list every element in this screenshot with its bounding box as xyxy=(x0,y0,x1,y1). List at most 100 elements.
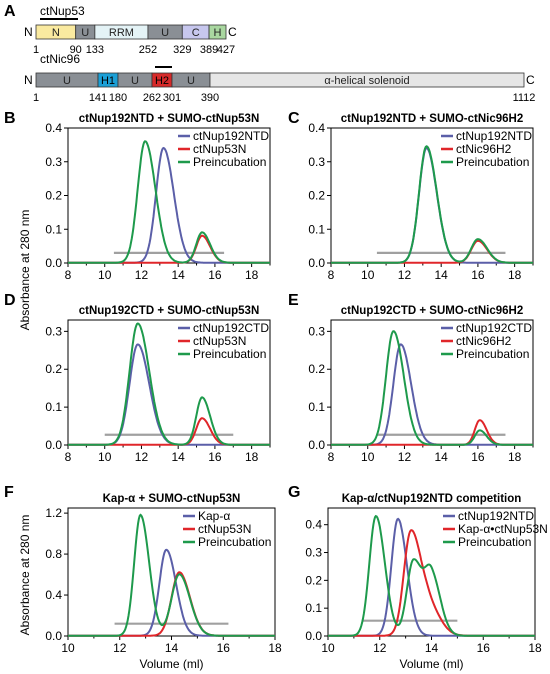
legend-entry: ctNup192CTD xyxy=(456,321,532,335)
x-tick-label: 18 xyxy=(245,268,259,282)
panel-label-c: C xyxy=(288,110,300,127)
x-tick-label: 16 xyxy=(471,268,485,282)
y-tick-label: 0.1 xyxy=(308,222,325,236)
x-tick-label: 14 xyxy=(172,450,186,464)
x-tick-label: 14 xyxy=(165,641,179,655)
ctnic96-n-terminus: N xyxy=(24,73,33,87)
chart-title: ctNup192NTD + SUMO-ctNup53N xyxy=(79,113,260,125)
x-tick-label: 16 xyxy=(471,450,485,464)
x-tick-label: 12 xyxy=(373,641,387,655)
y-tick-label: 0.2 xyxy=(45,189,62,203)
x-tick-label: 12 xyxy=(135,268,149,282)
domain-box--helical-solenoid xyxy=(209,72,525,88)
series-line-ctnic96h2 xyxy=(331,239,533,264)
legend-entry: ctNup53N xyxy=(198,522,251,536)
domain-label: U xyxy=(131,75,139,87)
shared-y-axis-label-bottom: Absorbance at 280 nm xyxy=(18,515,32,636)
panel-label-b: B xyxy=(4,110,16,127)
residue-tick-label: 329 xyxy=(173,44,191,56)
chart-title: ctNup192NTD + SUMO-ctNic96H2 xyxy=(341,113,523,125)
domain-label: U xyxy=(187,75,195,87)
legend-entry: ctNup192NTD xyxy=(193,129,269,143)
x-tick-label: 10 xyxy=(98,268,112,282)
residue-tick-label: 389 xyxy=(200,44,218,56)
y-tick-label: 0.3 xyxy=(308,324,325,338)
residue-tick-label: 1 xyxy=(33,44,39,56)
domain-label: U xyxy=(81,27,89,39)
panel-label-g: G xyxy=(288,484,300,501)
series-line-ctnup53n xyxy=(68,571,275,637)
legend-entry: ctNup192CTD xyxy=(193,321,269,335)
y-tick-label: 0.1 xyxy=(305,601,322,615)
x-tick-label: 16 xyxy=(208,268,222,282)
ctnup53-label: ctNup53 xyxy=(40,4,85,18)
x-tick-label: 12 xyxy=(398,450,412,464)
series-line-ctnic96h2 xyxy=(331,419,533,446)
series-line-preincubation xyxy=(68,513,275,637)
x-tick-label: 16 xyxy=(217,641,231,655)
y-tick-label: 0.2 xyxy=(308,189,325,203)
domain-label: U xyxy=(63,75,71,87)
residue-tick-label: 262 xyxy=(143,92,161,104)
residue-tick-label: 1 xyxy=(33,92,39,104)
series-line-ctnup53n xyxy=(68,234,270,264)
x-tick-label: 16 xyxy=(477,641,491,655)
domain-label: α-helical solenoid xyxy=(324,75,409,87)
domain-label: RRM xyxy=(109,27,134,39)
residue-tick-label: 1112 xyxy=(513,92,536,104)
series-line-preincubation xyxy=(68,140,270,264)
x-tick-label: 10 xyxy=(361,268,375,282)
x-tick-label: 10 xyxy=(361,450,375,464)
y-tick-label: 0.3 xyxy=(308,155,325,169)
series-line-preincubation xyxy=(328,514,535,637)
y-tick-label: 0.3 xyxy=(305,546,322,560)
panel-label-e: E xyxy=(288,292,299,309)
domain-label: H xyxy=(214,27,222,39)
y-tick-label: 0.0 xyxy=(308,256,325,270)
x-tick-label: 18 xyxy=(268,641,282,655)
y-tick-label: 0.4 xyxy=(305,518,322,532)
y-tick-label: 0.4 xyxy=(45,588,62,602)
x-tick-label: 8 xyxy=(65,268,72,282)
y-tick-label: 1.2 xyxy=(45,506,62,520)
x-tick-label: 8 xyxy=(65,450,72,464)
chart-panel-g: G Kap-α/ctNup192NTD competition 10 12 14 16 18… xyxy=(288,484,548,671)
y-tick-label: 0.1 xyxy=(45,222,62,236)
domain-box-h xyxy=(208,24,227,40)
y-tick-label: 0.0 xyxy=(305,629,322,643)
ctnic96-residue-ticks: 1 141 180 262 301 390 1112 xyxy=(33,92,535,104)
y-tick-label: 0.3 xyxy=(45,155,62,169)
residue-tick-label: 390 xyxy=(201,92,219,104)
chart-title: ctNup192CTD + SUMO-ctNic96H2 xyxy=(341,305,523,317)
legend-entry: ctNup53N xyxy=(193,142,246,156)
residue-tick-label: 90 xyxy=(70,44,82,56)
domain-label: H2 xyxy=(155,75,169,87)
domain-map-panel: A ctNup53 N N U RRM U C H C 1 90 133 252 329 38942… xyxy=(4,3,535,104)
x-tick-label: 18 xyxy=(245,450,259,464)
x-axis-label: Volume (ml) xyxy=(139,657,203,671)
ctnup53-domains: N U RRM U C H xyxy=(35,24,227,40)
domain-label: C xyxy=(192,27,200,39)
y-tick-label: 0.4 xyxy=(45,121,62,135)
y-tick-label: 0.2 xyxy=(308,362,325,376)
chart-panel-f: F Kap-α + SUMO-ctNup53N 10 12 14 16 18 0.0 0.4 0.… xyxy=(4,484,282,671)
x-tick-label: 12 xyxy=(398,268,412,282)
x-tick-label: 10 xyxy=(321,641,335,655)
chart-title: Kap-α/ctNup192NTD competition xyxy=(342,493,522,505)
ctnup53-c-terminus: C xyxy=(228,25,237,39)
ctnup53-n-terminus: N xyxy=(24,25,33,39)
y-tick-label: 0.3 xyxy=(45,324,62,338)
residue-tick-label: 252 xyxy=(139,44,157,56)
x-tick-label: 10 xyxy=(98,450,112,464)
y-tick-label: 0.1 xyxy=(45,400,62,414)
y-tick-label: 0.0 xyxy=(45,256,62,270)
chart-title: Kap-α + SUMO-ctNup53N xyxy=(103,493,241,505)
domain-label: U xyxy=(161,27,169,39)
x-tick-label: 18 xyxy=(528,641,542,655)
legend-entry: Preincubation xyxy=(456,347,529,361)
panel-label-f: F xyxy=(4,484,14,501)
